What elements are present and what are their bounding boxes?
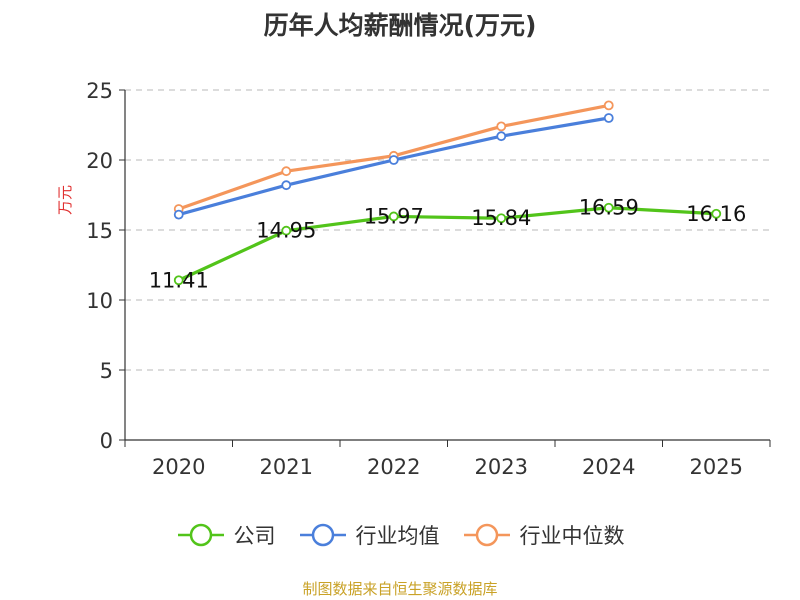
- data-label: 14.95: [256, 219, 316, 243]
- x-tick-label: 2022: [367, 455, 420, 479]
- legend-label: 行业均值: [355, 524, 440, 548]
- y-tick-label: 10: [86, 289, 113, 313]
- data-label: 15.84: [471, 206, 531, 230]
- data-label: 15.97: [364, 204, 424, 228]
- legend-marker-icon: [463, 523, 510, 547]
- legend-circle: [189, 523, 212, 547]
- data-point: [603, 113, 614, 123]
- legend-circle: [311, 523, 334, 547]
- data-point: [173, 275, 184, 286]
- y-tick-label: 0: [100, 429, 113, 453]
- data-label-layer: 11.41 14.95 15.97 15.84 16.59 16.16: [149, 196, 747, 293]
- y-axis-label: 万元: [56, 185, 74, 215]
- y-tick-label: 5: [100, 359, 113, 383]
- data-point: [281, 180, 292, 191]
- legend-item-1[interactable]: 行业均值: [298, 520, 440, 550]
- data-label: 11.41: [149, 268, 209, 292]
- y-tick-label: 25: [86, 79, 113, 103]
- y-tick-label: 15: [86, 219, 113, 243]
- y-tick-label: 20: [86, 149, 113, 173]
- legend-circle: [475, 523, 498, 547]
- data-point: [388, 211, 399, 222]
- data-point: [496, 131, 507, 142]
- data-label: 16.16: [686, 202, 746, 226]
- legend-item-0[interactable]: 公司: [176, 520, 276, 550]
- x-tick-label: 2024: [582, 455, 635, 479]
- data-point: [711, 208, 722, 219]
- series-layer: [173, 100, 722, 286]
- legend-marker-icon: [177, 523, 224, 547]
- data-point: [603, 202, 614, 213]
- data-point: [281, 225, 292, 236]
- legend-item-2[interactable]: 行业中位数: [462, 520, 625, 550]
- legend-label: 公司: [233, 524, 276, 548]
- data-point: [173, 209, 184, 220]
- legend: 公司 行业均值 行业中位数: [0, 520, 800, 550]
- series-line-0: [177, 206, 718, 282]
- data-point: [496, 121, 507, 132]
- x-tick-label: 2021: [260, 455, 313, 479]
- source-note: 制图数据来自恒生聚源数据库: [302, 580, 498, 598]
- legend-marker-icon: [299, 523, 346, 547]
- series-line-1: [177, 116, 611, 217]
- data-point: [603, 100, 614, 111]
- x-tick-label: 2020: [152, 455, 205, 479]
- data-point: [281, 166, 292, 177]
- chart-title: 历年人均薪酬情况(万元): [263, 11, 537, 40]
- x-tick-label: 2023: [475, 455, 528, 479]
- data-point: [388, 155, 399, 165]
- data-label: 16.59: [579, 196, 639, 220]
- grid-layer: [125, 89, 770, 371]
- legend-label: 行业中位数: [519, 524, 625, 548]
- x-tick-label: 2025: [690, 455, 743, 479]
- data-point: [496, 213, 507, 224]
